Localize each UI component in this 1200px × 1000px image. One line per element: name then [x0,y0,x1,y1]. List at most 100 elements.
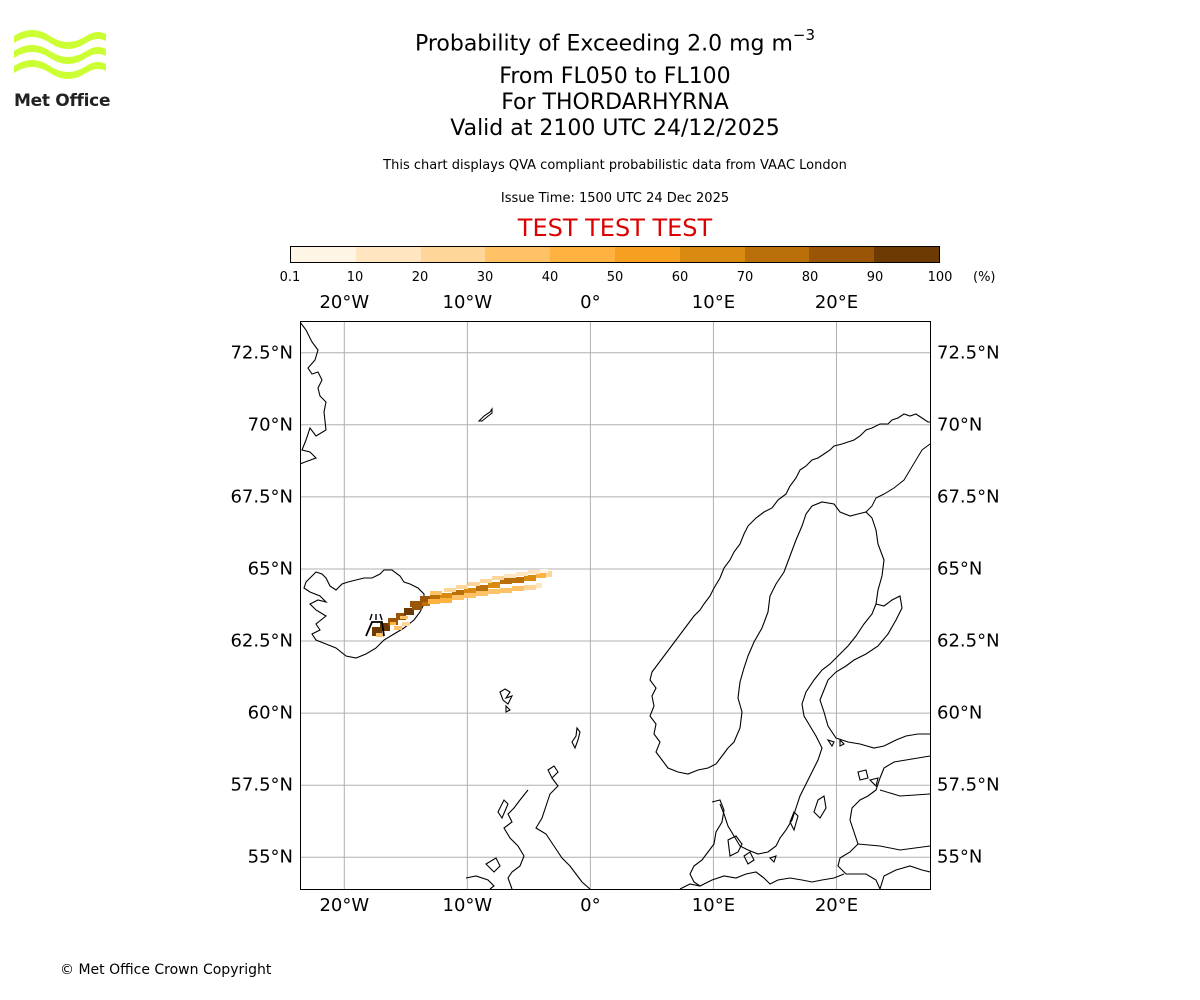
lat-tick-label: 67.5°N [230,486,293,508]
coast-estonia-islands [857,769,879,788]
plume-cell [500,578,512,584]
plume-cell [512,586,524,591]
coast-sweden [719,603,877,855]
map-frame [300,321,931,890]
border-norway-sweden [727,501,885,749]
colorbar-segment [679,247,745,262]
plume-cell [546,571,552,577]
coast-denmark [689,799,755,887]
lon-tick-label: 20°E [814,895,859,916]
colorbar-segment [485,247,551,262]
plume-cell [516,572,528,576]
coast-aland [826,738,845,748]
plume-cell [456,585,468,589]
lon-tick-label: 20°W [319,895,370,916]
coast-ireland [465,857,501,889]
lat-tick-label: 55°N [247,846,293,868]
coast-baltics [837,755,930,889]
lat-tick-label: 55°N [937,846,983,868]
plume-cell [440,598,452,603]
lon-tick-label: 0° [580,292,601,313]
lat-tick-label: 72.5°N [937,342,1000,364]
colorbar-segment [809,247,875,262]
met-office-wave-logo-icon [14,30,106,79]
colorbar-segment [874,247,939,262]
colorbar-tick-label: 50 [606,270,624,285]
border-north [865,443,930,513]
plume-cell [536,572,546,578]
plume-cell [420,600,430,606]
colorbar-segment [355,247,421,262]
colorbar-tick-label: 100 [927,270,953,285]
volcano-icon [365,613,385,637]
plume-cell [372,627,382,636]
plume-cell [464,593,476,598]
lat-tick-label: 60°N [247,702,293,724]
met-office-logo: Met Office [14,30,114,115]
colorbar-tick-label: 80 [801,270,819,285]
plume-cell [480,579,492,583]
border-baltics [857,789,930,851]
plume-cell [430,594,440,600]
plume-cell [476,585,488,591]
issue-time: Issue Time: 1500 UTC 24 Dec 2025 [500,191,730,206]
plume-cell [388,618,398,625]
colorbar-segment [291,247,356,262]
coast-britain [503,777,591,889]
coast-shetland [571,726,581,750]
colorbar-tick-label: 60 [671,270,689,285]
lon-tick-label: 10°E [691,895,736,916]
lat-tick-label: 62.5°N [937,630,1000,652]
plume-cell [488,589,500,594]
lon-tick-label: 20°W [319,292,370,313]
colorbar-segment [614,247,680,262]
valid-time: Valid at 2100 UTC 24/12/2025 [450,116,780,141]
coast-greenland [300,321,327,465]
plume-cell [452,595,464,600]
colorbar [290,246,940,263]
lat-tick-label: 62.5°N [230,630,293,652]
coast-norway [649,413,930,775]
plume-cell [420,596,430,602]
colorbar-segment [550,247,615,262]
colorbar-tick-label: 20 [411,270,429,285]
plume-cell [464,588,476,594]
plume-cell [476,591,488,596]
plume-cell [528,570,540,574]
copyright: © Met Office Crown Copyright [60,962,272,978]
colorbar-segment [744,247,810,262]
plume-cell [488,582,500,588]
level-range: From FL050 to FL100 [499,64,731,89]
chart-title-text: Probability of Exceeding 2.0 mg m [414,31,793,57]
plume-cell [504,574,516,578]
plume-cell [404,608,414,615]
coast-hebrides [497,799,509,820]
coast-iceland [303,569,425,659]
plume-cell [512,577,524,583]
lon-tick-label: 0° [580,895,601,916]
map-gridlines [300,321,930,889]
colorbar-tick-label: 30 [476,270,494,285]
coast-gotland [789,795,827,832]
lon-tick-label: 20°E [814,292,859,313]
plume-cell [500,588,512,593]
lat-tick-label: 70°N [247,414,293,436]
colorbar-tick-label: 40 [541,270,559,285]
lat-tick-label: 65°N [937,558,983,580]
lat-tick-label: 72.5°N [230,342,293,364]
disclaimer: This chart displays QVA compliant probab… [383,158,847,173]
plume-cell [540,569,548,573]
plume-cell [440,593,452,599]
chart-title-exponent: −3 [792,26,816,44]
volcano-name: For THORDARHYRNA [501,90,729,115]
colorbar-tick-label: 10 [346,270,364,285]
ash-plume [372,569,552,637]
coast-orkney [547,765,559,779]
plume-cell [410,601,422,607]
lat-tick-label: 57.5°N [937,774,1000,796]
plume-cell [394,626,402,630]
coast-faroes [499,688,514,713]
plume-cell [524,575,536,581]
colorbar-segment [420,247,486,262]
lat-tick-label: 67.5°N [937,486,1000,508]
